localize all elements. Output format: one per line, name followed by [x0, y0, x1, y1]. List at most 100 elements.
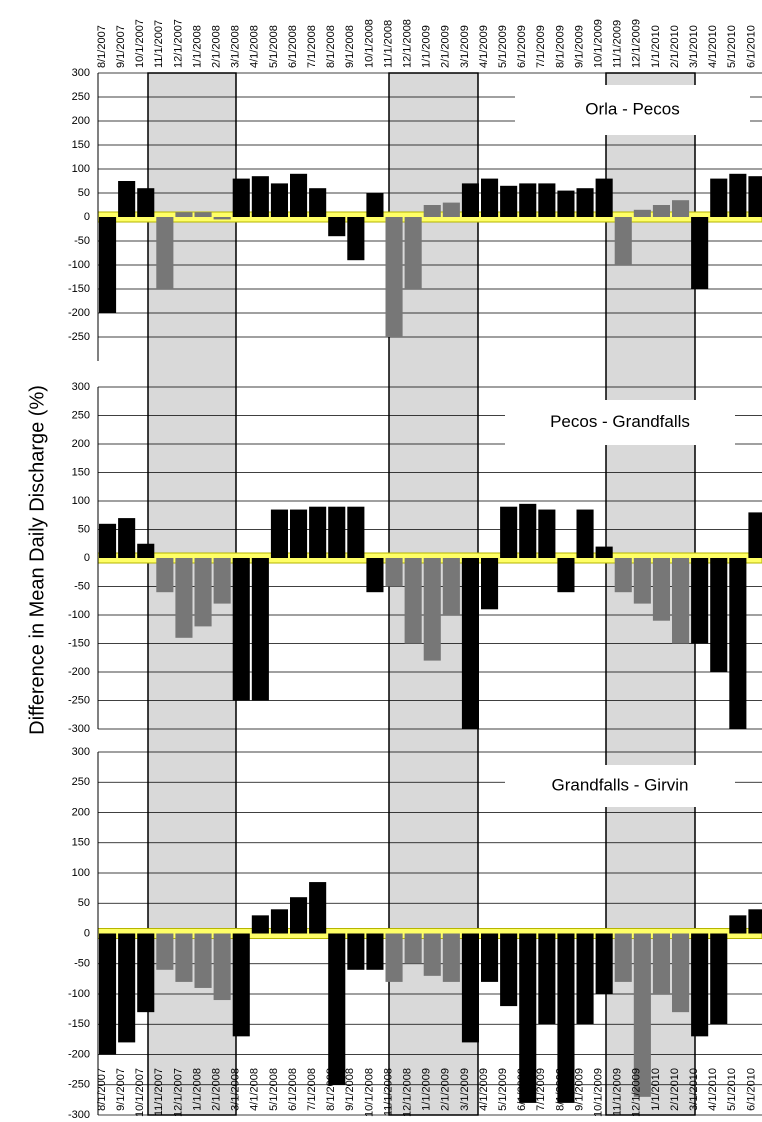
- x-tick-label: 8/1/2008: [325, 25, 337, 68]
- x-tick-label: 5/1/2010: [726, 1068, 738, 1111]
- x-tick-label: 1/1/2010: [650, 1068, 662, 1111]
- bar: [423, 205, 441, 217]
- bars: [99, 882, 762, 1103]
- bars: [99, 173, 762, 337]
- bar: [404, 217, 422, 289]
- bar: [366, 193, 384, 217]
- y-tick-label: -50: [74, 235, 90, 247]
- bar: [137, 933, 155, 1013]
- x-tick-label: 5/1/2008: [268, 25, 280, 68]
- x-tick-label: 7/1/2009: [535, 1068, 547, 1111]
- x-tick-label: 2/1/2008: [211, 25, 223, 68]
- x-tick-label: 10/1/2008: [363, 1068, 375, 1117]
- panel-title-box: [505, 765, 735, 807]
- bar: [557, 933, 575, 1103]
- bar: [595, 178, 613, 217]
- x-tick-label: 10/1/2008: [363, 19, 375, 68]
- bar: [404, 933, 422, 964]
- y-tick-label: 0: [84, 211, 90, 223]
- bar: [309, 882, 327, 934]
- bar: [461, 558, 479, 729]
- bar: [519, 183, 537, 217]
- bar: [423, 933, 441, 976]
- y-tick-label: -200: [68, 666, 90, 678]
- x-tick-label: 10/1/2009: [593, 1068, 605, 1117]
- bar: [99, 523, 117, 558]
- bar: [576, 188, 594, 217]
- bar: [99, 933, 117, 1055]
- y-tick-label: 300: [72, 746, 90, 758]
- x-tick-label: 6/1/2010: [745, 1068, 757, 1111]
- bar: [309, 188, 327, 217]
- bar: [385, 217, 403, 337]
- bar: [251, 176, 269, 217]
- bar: [652, 558, 670, 621]
- x-tick-label: 2/1/2010: [669, 25, 681, 68]
- bar: [576, 933, 594, 1025]
- y-tick-label: -100: [68, 609, 90, 621]
- bar: [194, 933, 212, 988]
- x-tick-label: 7/1/2008: [306, 25, 318, 68]
- x-tick-label: 8/1/2009: [554, 1068, 566, 1111]
- bar: [213, 558, 231, 604]
- x-tick-label: 8/1/2007: [96, 1068, 108, 1111]
- y-tick-label: 50: [78, 897, 90, 909]
- x-tick-label: 3/1/2009: [459, 25, 471, 68]
- x-tick-label: 4/1/2010: [707, 25, 719, 68]
- bar: [213, 933, 231, 1001]
- bar: [557, 558, 575, 593]
- panel-title: Grandfalls - Girvin: [552, 775, 689, 794]
- bar: [442, 558, 460, 615]
- bar: [461, 183, 479, 217]
- bar: [347, 933, 365, 970]
- bar: [614, 217, 632, 265]
- y-tick-label: 300: [72, 67, 90, 79]
- bar: [672, 200, 690, 217]
- bar: [404, 558, 422, 644]
- bar: [729, 558, 747, 729]
- y-tick-label: -150: [68, 637, 90, 649]
- bar: [614, 933, 632, 982]
- x-tick-label: 9/1/2009: [573, 1068, 585, 1111]
- bar: [137, 188, 155, 217]
- x-tick-label: 3/1/2008: [230, 1068, 242, 1111]
- bar: [213, 217, 231, 220]
- y-tick-label: 0: [84, 927, 90, 939]
- bar: [691, 558, 709, 644]
- x-tick-label: 12/1/2007: [172, 19, 184, 68]
- x-tick-label: 4/1/2009: [478, 1068, 490, 1111]
- bar: [385, 558, 403, 587]
- bar: [748, 909, 762, 934]
- y-tick-label: -150: [68, 283, 90, 295]
- x-tick-label: 8/1/2009: [554, 25, 566, 68]
- bar: [156, 217, 174, 289]
- x-tick-label: 11/1/2008: [382, 20, 394, 68]
- panel-title-box: [515, 85, 750, 135]
- bar: [538, 933, 556, 1025]
- x-tick-label: 9/1/2007: [115, 25, 127, 68]
- x-tick-label: 4/1/2008: [249, 25, 261, 68]
- panel-title: Pecos - Grandfalls: [550, 412, 690, 431]
- bar: [652, 933, 670, 994]
- x-tick-label: 1/1/2008: [191, 1068, 203, 1111]
- y-tick-label: -50: [74, 958, 90, 970]
- bar: [500, 933, 518, 1007]
- y-tick-label: -250: [68, 1079, 90, 1091]
- bar: [118, 933, 136, 1043]
- bar: [557, 190, 575, 217]
- x-tick-label: 6/1/2009: [516, 1068, 528, 1111]
- bar: [366, 558, 384, 593]
- y-tick-label: 150: [72, 139, 90, 151]
- y-tick-label: 50: [78, 523, 90, 535]
- x-tick-label: 4/1/2010: [707, 1068, 719, 1111]
- x-tick-label: 5/1/2010: [726, 25, 738, 68]
- y-tick-label: 200: [72, 115, 90, 127]
- bar: [175, 212, 193, 217]
- bar: [710, 558, 728, 672]
- bar: [633, 933, 651, 1097]
- bar: [538, 183, 556, 217]
- x-tick-label: 3/1/2008: [230, 25, 242, 68]
- bar: [481, 933, 499, 982]
- bar: [481, 178, 499, 217]
- bar: [461, 933, 479, 1043]
